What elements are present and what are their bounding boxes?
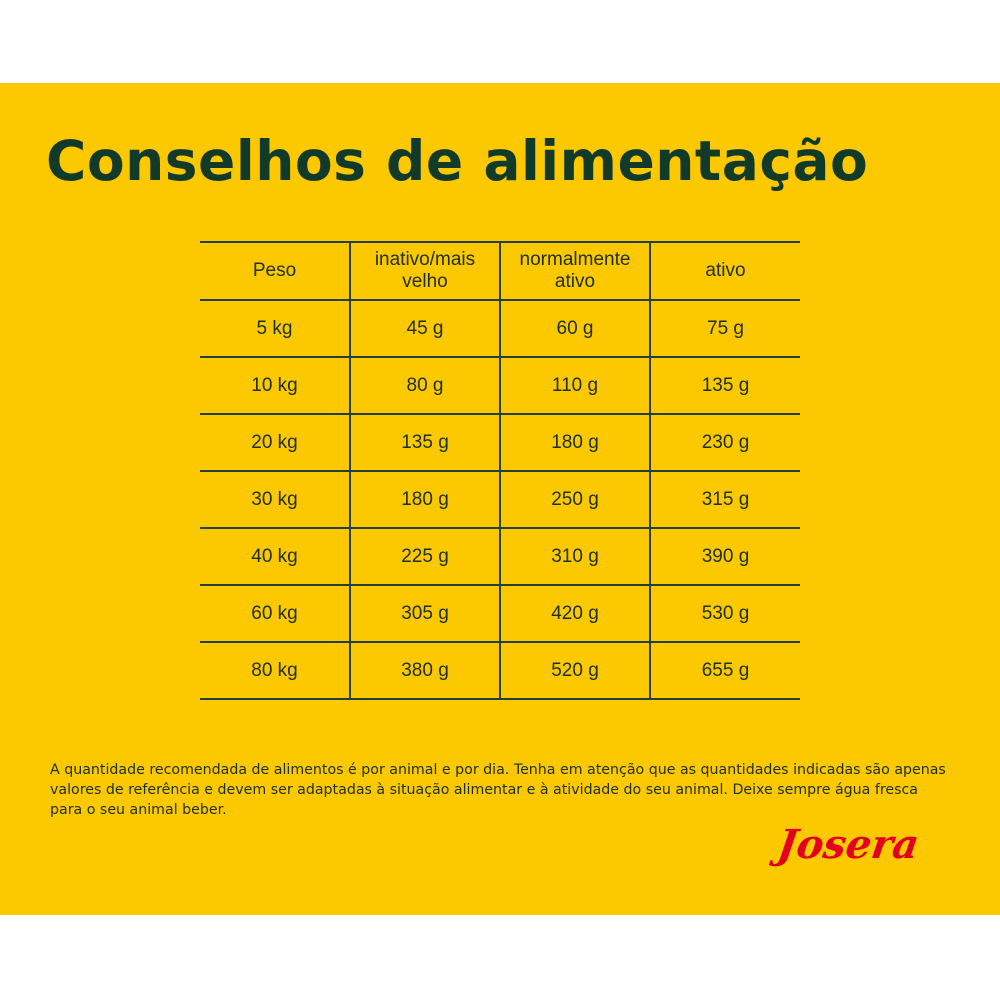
inactive-amount-cell: 45 g (349, 299, 500, 358)
weight-cell: 80 kg (200, 641, 350, 700)
active-amount-cell: 75 g (649, 299, 800, 358)
normal-amount-cell: 310 g (499, 527, 650, 586)
inactive-amount-cell: 380 g (349, 641, 500, 700)
inactive-amount-cell: 135 g (349, 413, 500, 472)
feeding-note: A quantidade recomendada de alimentos é … (50, 762, 946, 818)
inactive-amount-cell: 80 g (349, 356, 500, 415)
normal-amount-cell: 180 g (499, 413, 650, 472)
inactive-amount-cell: 180 g (349, 470, 500, 529)
inactive-amount-cell: 305 g (349, 584, 500, 643)
page-title: Conselhos de alimentação (46, 129, 869, 193)
table-header-row: Peso inativo/mais velho normalmente ativ… (200, 241, 800, 301)
weight-cell: 10 kg (200, 356, 350, 415)
table-row: 80 kg 380 g 520 g 655 g (200, 641, 800, 700)
column-header-normal: normalmente ativo (499, 241, 650, 301)
active-amount-cell: 135 g (649, 356, 800, 415)
active-amount-cell: 230 g (649, 413, 800, 472)
weight-cell: 30 kg (200, 470, 350, 529)
column-header-active: ativo (649, 241, 800, 301)
weight-cell: 20 kg (200, 413, 350, 472)
weight-cell: 5 kg (200, 299, 350, 358)
normal-amount-cell: 250 g (499, 470, 650, 529)
table-row: 20 kg 135 g 180 g 230 g (200, 413, 800, 472)
active-amount-cell: 655 g (649, 641, 800, 700)
normal-amount-cell: 420 g (499, 584, 650, 643)
inactive-amount-cell: 225 g (349, 527, 500, 586)
table-row: 10 kg 80 g 110 g 135 g (200, 356, 800, 415)
normal-amount-cell: 110 g (499, 356, 650, 415)
table-row: 40 kg 225 g 310 g 390 g (200, 527, 800, 586)
active-amount-cell: 390 g (649, 527, 800, 586)
normal-amount-cell: 60 g (499, 299, 650, 358)
weight-cell: 40 kg (200, 527, 350, 586)
normal-amount-cell: 520 g (499, 641, 650, 700)
josera-logo: Josera (774, 821, 922, 868)
column-header-weight: Peso (200, 241, 350, 301)
active-amount-cell: 530 g (649, 584, 800, 643)
feeding-table: Peso inativo/mais velho normalmente ativ… (200, 241, 800, 700)
weight-cell: 60 kg (200, 584, 350, 643)
active-amount-cell: 315 g (649, 470, 800, 529)
column-header-inactive: inativo/mais velho (349, 241, 500, 301)
table-row: 5 kg 45 g 60 g 75 g (200, 299, 800, 358)
table-row: 30 kg 180 g 250 g 315 g (200, 470, 800, 529)
table-row: 60 kg 305 g 420 g 530 g (200, 584, 800, 643)
